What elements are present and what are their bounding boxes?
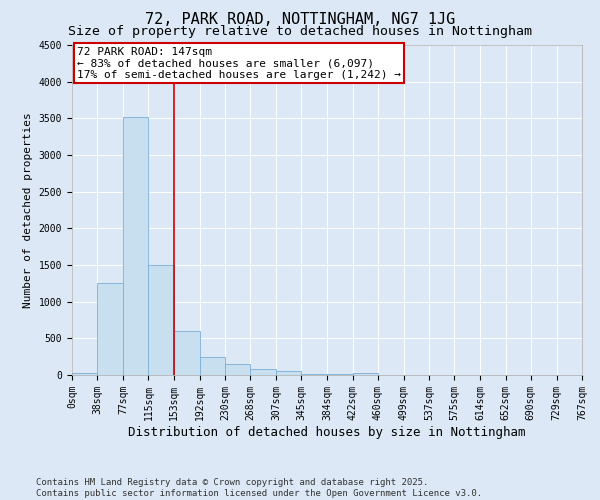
Bar bbox=[301, 374, 328, 375]
Bar bbox=[250, 369, 276, 375]
Bar bbox=[353, 373, 378, 375]
Text: Size of property relative to detached houses in Nottingham: Size of property relative to detached ho… bbox=[68, 25, 532, 38]
Bar bbox=[123, 117, 148, 375]
Y-axis label: Number of detached properties: Number of detached properties bbox=[23, 112, 33, 308]
Bar bbox=[276, 372, 301, 375]
Bar bbox=[225, 364, 250, 375]
Text: 72, PARK ROAD, NOTTINGHAM, NG7 1JG: 72, PARK ROAD, NOTTINGHAM, NG7 1JG bbox=[145, 12, 455, 28]
Bar bbox=[174, 331, 200, 375]
X-axis label: Distribution of detached houses by size in Nottingham: Distribution of detached houses by size … bbox=[128, 426, 526, 438]
Text: Contains HM Land Registry data © Crown copyright and database right 2025.
Contai: Contains HM Land Registry data © Crown c… bbox=[36, 478, 482, 498]
Text: 72 PARK ROAD: 147sqm
← 83% of detached houses are smaller (6,097)
17% of semi-de: 72 PARK ROAD: 147sqm ← 83% of detached h… bbox=[77, 46, 401, 80]
Bar bbox=[97, 284, 123, 375]
Bar bbox=[148, 265, 174, 375]
Bar bbox=[72, 373, 97, 375]
Bar bbox=[328, 374, 353, 375]
Bar bbox=[200, 356, 225, 375]
